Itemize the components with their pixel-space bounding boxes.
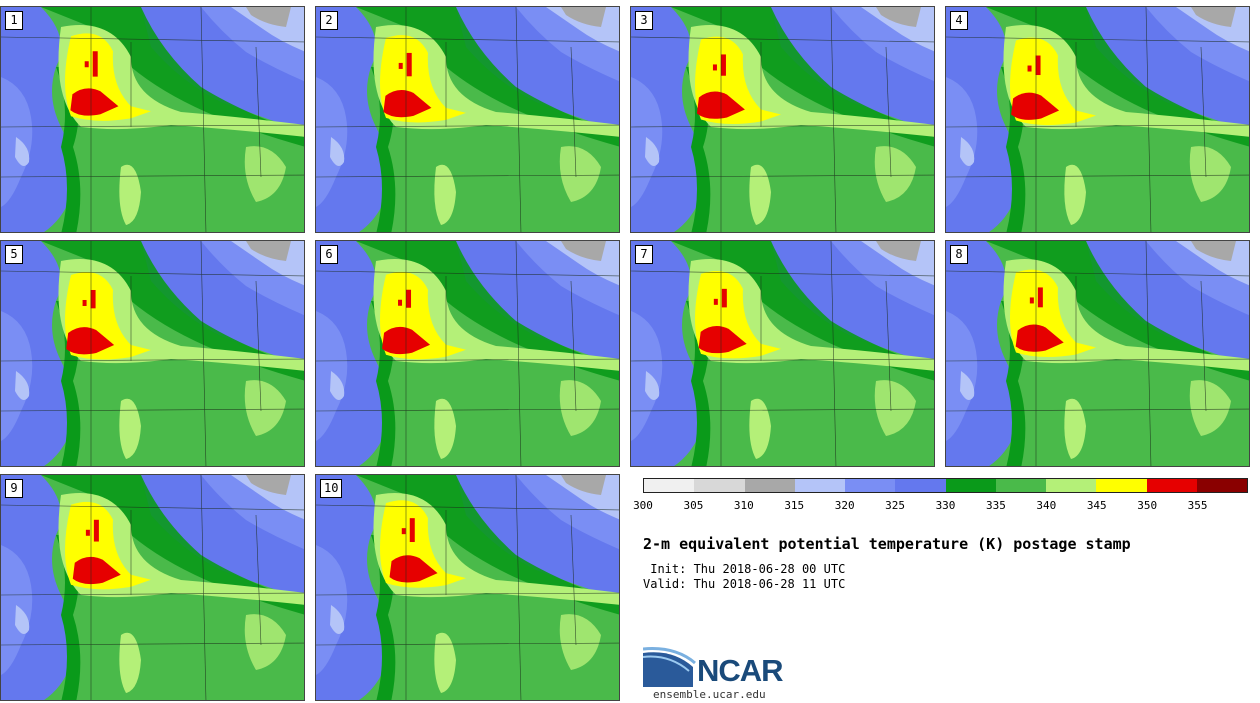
colorbar-segment <box>1196 479 1247 492</box>
colorbar-tick-label: 315 <box>784 499 805 512</box>
colorbar-segment <box>644 479 695 492</box>
colorbar-tick-label: 305 <box>683 499 704 512</box>
member-number-badge: 10 <box>320 479 343 498</box>
member-number-badge: 4 <box>950 11 968 30</box>
colorbar-tick-label: 325 <box>885 499 906 512</box>
colorbar-tick-label: 310 <box>733 499 754 512</box>
valid-time: Valid: Thu 2018-06-28 11 UTC <box>643 577 846 591</box>
ensemble-member-map: 4 <box>945 6 1250 233</box>
colorbar-segment <box>895 479 946 492</box>
colorbar-tick-label: 355 <box>1187 499 1208 512</box>
colorbar-segment <box>995 479 1046 492</box>
member-number-badge: 8 <box>950 245 968 264</box>
logo-wordmark: NCAR <box>697 653 784 688</box>
ensemble-member-map: 7 <box>630 240 935 467</box>
colorbar-tick-label: 335 <box>985 499 1006 512</box>
colorbar-tick-label: 350 <box>1137 499 1158 512</box>
colorbar-segment <box>694 479 745 492</box>
ensemble-member-map: 10 <box>315 474 620 701</box>
colorbar-tick-label: 345 <box>1086 499 1107 512</box>
ensemble-member-map: 9 <box>0 474 305 701</box>
ensemble-member-map: 2 <box>315 6 620 233</box>
init-time: Init: Thu 2018-06-28 00 UTC <box>643 562 846 576</box>
ensemble-member-map: 5 <box>0 240 305 467</box>
member-number-badge: 7 <box>635 245 653 264</box>
colorbar-tick-label: 340 <box>1036 499 1057 512</box>
colorbar-segment <box>945 479 996 492</box>
colorbar-tick-label: 330 <box>935 499 956 512</box>
member-number-badge: 2 <box>320 11 338 30</box>
colorbar-segment <box>1096 479 1147 492</box>
ensemble-member-map: 3 <box>630 6 935 233</box>
ncar-logo-icon <box>643 647 696 687</box>
colorbar-tick-label: 320 <box>834 499 855 512</box>
colorbar-tick-label: 300 <box>633 499 653 512</box>
member-number-badge: 1 <box>5 11 23 30</box>
member-number-badge: 5 <box>5 245 23 264</box>
colorbar-segment <box>845 479 896 492</box>
colorbar-segment <box>1146 479 1197 492</box>
chart-title: 2-m equivalent potential temperature (K)… <box>643 535 1131 553</box>
colorbar-segment <box>744 479 795 492</box>
member-number-badge: 6 <box>320 245 338 264</box>
colorbar <box>643 478 1248 493</box>
colorbar-segment <box>1046 479 1097 492</box>
member-number-badge: 9 <box>5 479 23 498</box>
ensemble-member-map: 1 <box>0 6 305 233</box>
site-url: ensemble.ucar.edu <box>653 688 766 701</box>
colorbar-segment <box>794 479 845 492</box>
ensemble-member-map: 8 <box>945 240 1250 467</box>
member-number-badge: 3 <box>635 11 653 30</box>
ensemble-member-map: 6 <box>315 240 620 467</box>
